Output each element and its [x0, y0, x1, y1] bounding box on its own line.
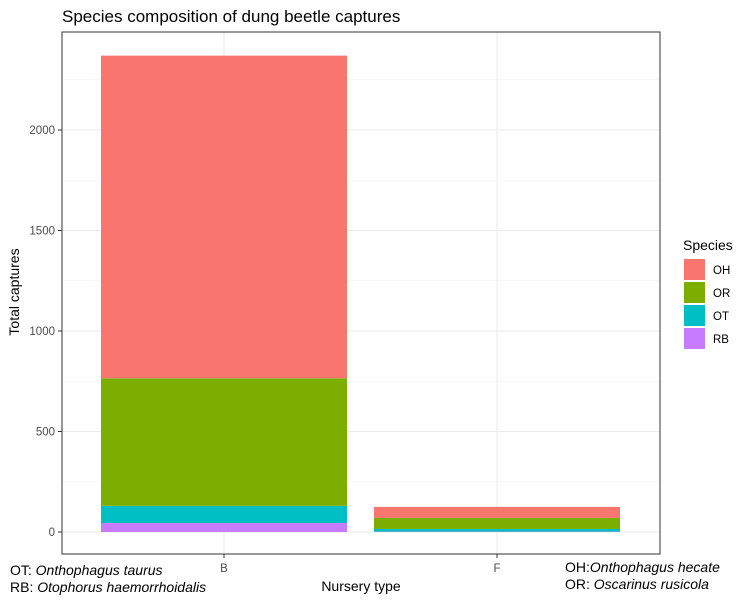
caption-left: OT: Onthophagus taurus RB: Otophorus hae… [10, 562, 206, 596]
x-tick-label: B [220, 563, 228, 575]
caption-line: RB: Otophorus haemorrhoidalis [10, 579, 207, 595]
x-axis-title: Nursery type [321, 578, 401, 594]
caption-line: OR: Oscarinus rusicola [565, 576, 709, 592]
y-tick-label: 0 [49, 527, 55, 539]
caption-line: OT: Onthophagus taurus [10, 562, 163, 578]
legend: OH OR OT RB [684, 259, 730, 349]
x-tick-label: F [493, 563, 500, 575]
legend-label-rb: RB [713, 334, 729, 346]
bar-segment-B-rb [101, 522, 347, 532]
y-tick-label: 500 [36, 427, 55, 439]
bar-segment-B-or [101, 378, 347, 506]
y-tick-label: 1500 [29, 226, 55, 238]
bar-segment-F-ot [374, 528, 620, 532]
legend-key-or [684, 282, 705, 303]
legend-key-oh [684, 259, 705, 280]
legend-label-ot: OT [713, 311, 729, 323]
y-axis-title: Total captures [6, 248, 22, 335]
bar-segment-F-or [374, 517, 620, 529]
chart-title: Species composition of dung beetle captu… [62, 7, 400, 26]
plot-border [61, 31, 661, 555]
legend-label-oh: OH [713, 265, 730, 277]
legend-key-ot [684, 305, 705, 326]
y-tick-label: 1000 [29, 326, 55, 338]
bar-segment-B-ot [101, 505, 347, 523]
y-tick-label: 2000 [29, 125, 55, 137]
caption-right: OH:Onthophagus hecate OR: Oscarinus rusi… [565, 559, 720, 593]
legend-key-rb [684, 328, 705, 349]
caption-line: OH:Onthophagus hecate [565, 559, 720, 575]
bar-segment-B-oh [101, 55, 347, 379]
bar-segment-F-oh [374, 506, 620, 518]
legend-label-or: OR [713, 288, 730, 300]
legend-title: Species [683, 237, 733, 253]
